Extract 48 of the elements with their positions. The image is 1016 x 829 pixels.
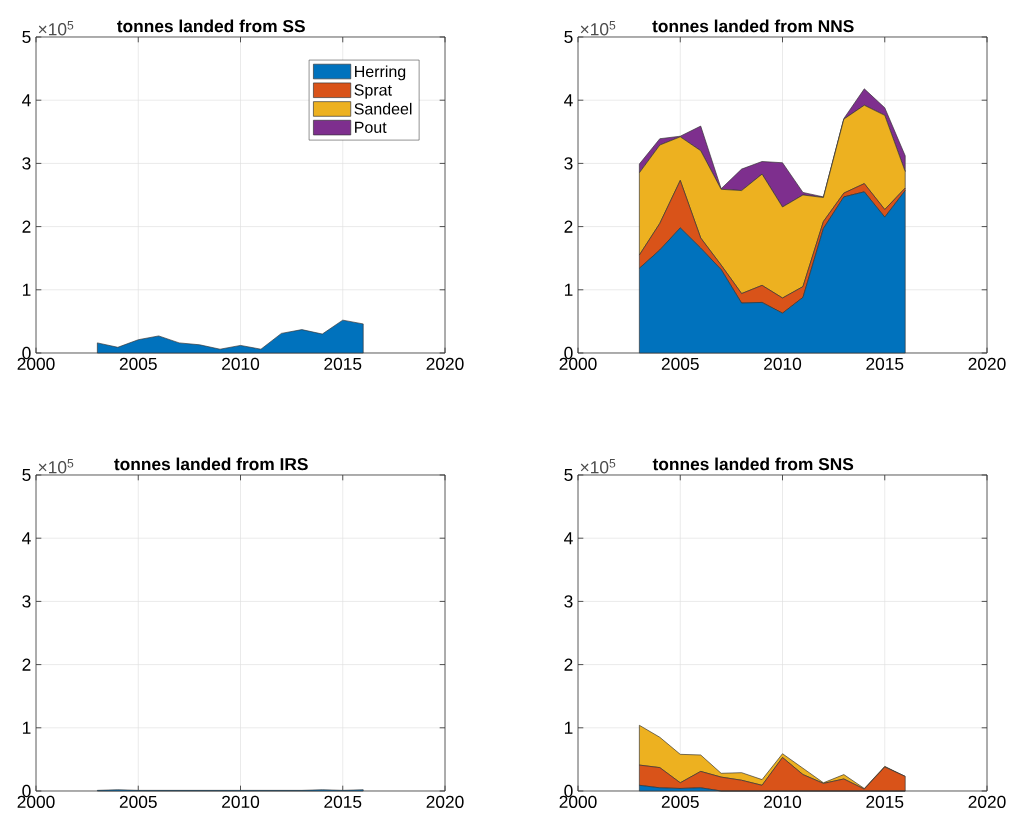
x-tick-label: 2020 [968,357,1006,370]
y-tick-label: 2 [22,658,31,671]
x-tick-label: 2020 [426,357,464,370]
x-tick-label: 2010 [222,357,260,370]
y-tick-label: 3 [564,595,573,608]
x-tick-label: 2005 [661,795,699,808]
y-tick-label: 4 [564,94,573,107]
y-tick-label: 5 [22,468,31,482]
x-tick-label: 2010 [222,795,260,808]
y-tick-label: 1 [22,283,31,296]
text: ×10$^{5}$ [580,459,616,474]
legend-label: Sandeel [354,102,412,115]
x-tick-label: 2010 [764,795,802,808]
y-tick-label: 3 [22,157,31,170]
y-tick-label: 4 [22,532,31,545]
y-tick-label: 4 [22,94,31,107]
x-tick-label: 2005 [661,357,699,370]
x-tick-label: 2005 [119,357,157,370]
chart-title: tonnes landed from SNS [652,457,854,471]
legend-label: Sprat [354,84,392,99]
y-tick-label: 1 [564,721,573,734]
y-tick-label: 2 [564,220,573,233]
legend-label: Pout [355,121,387,133]
x-tick-label: 2015 [866,357,904,370]
text: ×10$^{5}$ [38,459,74,474]
y-tick-label: 3 [22,595,31,608]
x-tick-label: 2010 [764,357,802,370]
y-tick-label: 5 [564,30,573,44]
chart-title: tonnes landed from IRS [114,457,308,471]
y-tick-label: 4 [564,532,573,545]
x-tick-label: 2015 [324,795,362,808]
chart-title: tonnes landed from SS [117,19,305,33]
x-tick-label: 2005 [119,795,157,808]
y-tick-label: 1 [22,721,31,734]
y-tick-label: 5 [564,468,573,482]
x-tick-label: 2020 [968,795,1006,808]
chart-title: tonnes landed from NNS [652,19,854,33]
y-tick-label: 2 [564,658,573,671]
text: ×10$^{5}$ [580,21,616,36]
y-tick-label: 3 [564,157,573,170]
y-tick-label: 5 [22,30,31,44]
x-tick-label: 2015 [324,357,362,370]
y-tick-label: 2 [22,220,31,233]
y-tick-label: 1 [564,283,573,296]
x-tick-label: 2015 [866,795,904,808]
text: ×10$^{5}$ [38,21,74,36]
legend-label: Herring [355,65,406,81]
x-tick-label: 2020 [426,795,464,808]
